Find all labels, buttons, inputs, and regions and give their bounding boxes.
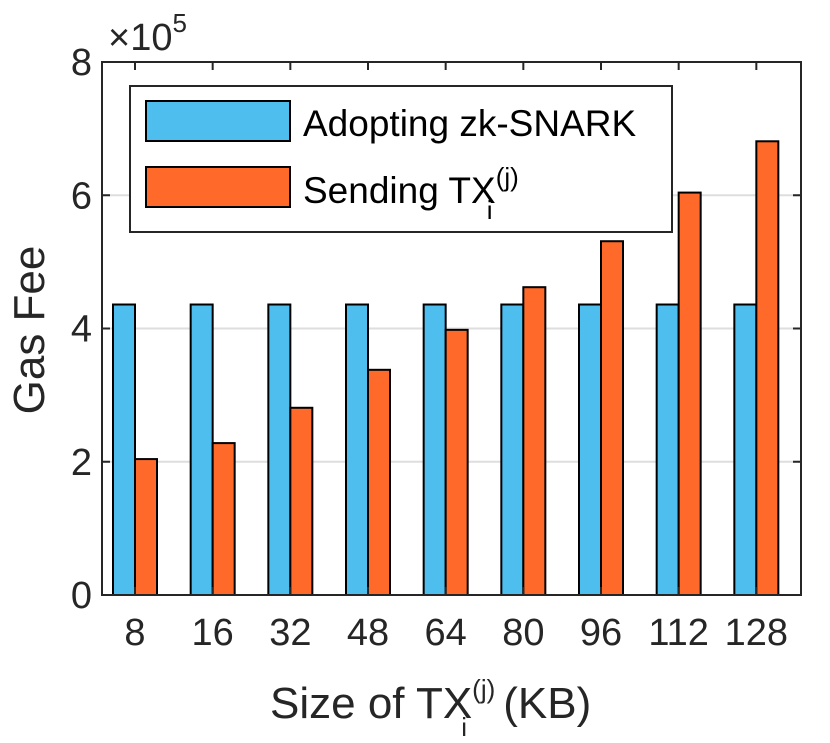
x-tick-label: 80 (502, 612, 544, 654)
legend-swatch-zk-snark (145, 100, 291, 142)
legend-label-zk-snark: Adopting zk-SNARK (303, 103, 636, 144)
y-tick-label: 2 (71, 442, 92, 484)
bar-sending-tx (522, 286, 547, 596)
bar-zk-snark (189, 303, 214, 596)
x-tick-label: 8 (124, 612, 145, 654)
legend-label-sending-tx: Sending TX(j) i (303, 162, 519, 225)
bar-sending-tx (211, 442, 236, 596)
x-tick-label: 96 (580, 612, 622, 654)
y-tick-label: 6 (71, 175, 92, 217)
bar-sending-tx (444, 328, 469, 596)
y-axis-label: Gas Fee (5, 246, 54, 415)
y-ticks: 0 2 4 6 8 (71, 42, 801, 617)
legend: Adopting zk-SNARK Sending TX(j) i (129, 85, 673, 233)
bar-zk-snark (112, 303, 136, 596)
bar-sending-tx (289, 406, 314, 596)
x-tick-label: 112 (648, 612, 709, 654)
bar-sending-tx (134, 458, 158, 596)
x-axis-label: Size of TX(j) i (KB) (270, 674, 591, 742)
bar-sending-tx (677, 191, 702, 597)
x-tick-label: 128 (725, 612, 788, 654)
x-tick-label: 32 (269, 612, 311, 654)
x-tick-label: 16 (192, 612, 234, 654)
x-ticks: 8 16 32 48 64 80 96 112 128 (124, 62, 788, 654)
bar-zk-snark (655, 303, 680, 596)
bar-zk-snark (345, 303, 369, 596)
x-tick-label: 48 (347, 612, 389, 654)
bar-zk-snark (578, 303, 602, 596)
y-tick-label: 8 (71, 42, 92, 84)
bar-zk-snark (733, 303, 758, 596)
bar-zk-snark (500, 303, 525, 596)
legend-swatch-sending-tx (145, 166, 291, 208)
bar-zk-snark (267, 303, 292, 596)
y-tick-label: 0 (71, 575, 92, 617)
y-scale-multiplier: ×105 (108, 8, 187, 59)
bar-sending-tx (600, 240, 624, 596)
x-tick-label: 64 (425, 612, 467, 654)
bar-sending-tx (755, 140, 780, 596)
bar-zk-snark (422, 303, 447, 596)
y-tick-label: 4 (71, 309, 92, 351)
bar-sending-tx (367, 368, 391, 596)
